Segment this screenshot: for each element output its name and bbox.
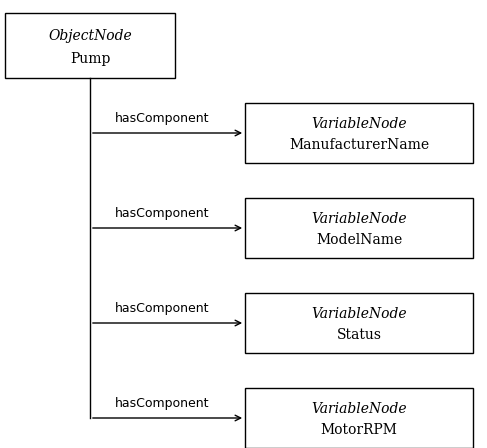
Text: ObjectNode: ObjectNode (48, 29, 132, 43)
Bar (245, 293, 473, 353)
Text: hasComponent: hasComponent (115, 112, 210, 125)
Text: MotorRPM: MotorRPM (320, 423, 397, 437)
Text: VariableNode: VariableNode (311, 117, 407, 131)
Text: hasComponent: hasComponent (115, 207, 210, 220)
Text: VariableNode: VariableNode (311, 307, 407, 321)
Bar (5, 13, 175, 78)
Text: hasComponent: hasComponent (115, 302, 210, 315)
Text: VariableNode: VariableNode (311, 402, 407, 416)
Bar (245, 198, 473, 258)
Text: Pump: Pump (70, 52, 110, 65)
Text: ManufacturerName: ManufacturerName (289, 138, 429, 152)
Text: VariableNode: VariableNode (311, 212, 407, 226)
Bar (245, 388, 473, 448)
Text: hasComponent: hasComponent (115, 397, 210, 410)
Bar (245, 103, 473, 163)
Text: ModelName: ModelName (316, 233, 402, 247)
Text: Status: Status (337, 328, 381, 342)
